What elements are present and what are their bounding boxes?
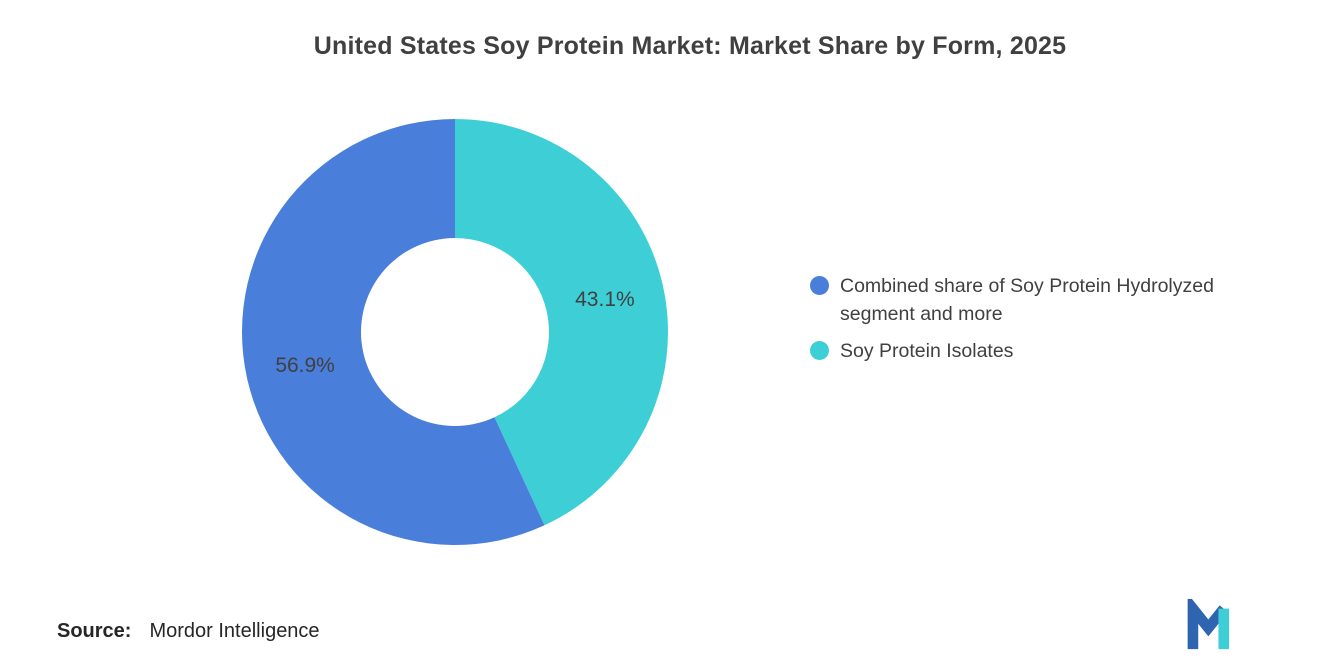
donut-slice [455, 119, 668, 526]
chart-title: United States Soy Protein Market: Market… [313, 32, 1067, 60]
slice-data-label: 56.9% [275, 354, 335, 377]
source-label: Source: [57, 620, 132, 642]
legend-marker-blue [810, 276, 829, 295]
legend-item-label: Combined share of Soy Protein Hydrolyzed… [840, 275, 1214, 326]
slice-data-label: 43.1% [575, 288, 635, 311]
logo-m-left [1187, 599, 1228, 650]
source-line: Source: Mordor Intelligence [57, 620, 320, 643]
mordor-intelligence-logo [1187, 599, 1230, 650]
legend-item-label: Soy Protein Isolates [840, 339, 1014, 362]
legend: Combined share of Soy Protein Hydrolyzed… [810, 272, 1290, 373]
donut-slice [241, 119, 545, 545]
donut-chart-area: 43.1% 56.9% [225, 102, 685, 562]
legend-item: Soy Protein Isolates [810, 337, 1290, 365]
source-value: Mordor Intelligence [149, 620, 320, 642]
donut-chart: 43.1% 56.9% [241, 119, 668, 545]
legend-marker-teal [810, 340, 829, 360]
legend-item: Combined share of Soy Protein Hydrolyzed… [810, 272, 1290, 329]
